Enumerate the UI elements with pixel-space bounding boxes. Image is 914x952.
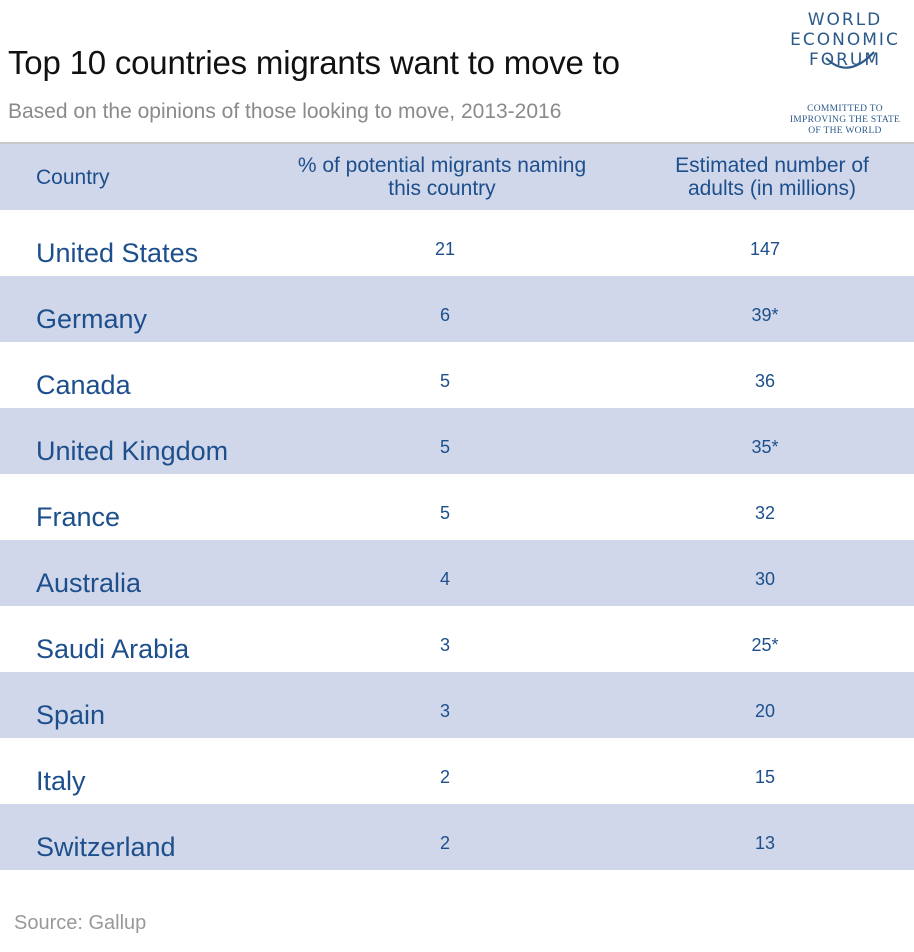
- table-row: Spain 3 20: [0, 672, 914, 738]
- chart-subtitle: Based on the opinions of those looking t…: [8, 100, 562, 123]
- col-header-pct-line-2: this country: [388, 177, 496, 200]
- header-divider: [0, 142, 914, 144]
- pct-cell: 3: [439, 635, 450, 655]
- pct-cell: 4: [439, 569, 450, 589]
- pct-cell: 3: [439, 701, 450, 721]
- table-row: Switzerland 2 13: [0, 804, 914, 870]
- country-cell: Switzerland: [36, 832, 176, 862]
- estimate-cell: 30: [754, 569, 776, 589]
- country-cell: Canada: [36, 370, 131, 400]
- table-row: Germany 6 39*: [0, 276, 914, 342]
- table-header-row: Country % of potential migrants naming t…: [0, 144, 914, 210]
- estimate-cell: 25*: [751, 635, 779, 655]
- estimate-cell: 147: [749, 239, 781, 259]
- pct-cell: 6: [439, 305, 450, 325]
- col-header-estimate-line-1: Estimated number of: [675, 154, 869, 177]
- table-row: France 5 32: [0, 474, 914, 540]
- col-header-country-text: Country: [36, 165, 110, 189]
- estimate-cell: 35*: [751, 437, 779, 457]
- country-cell: Italy: [36, 766, 86, 796]
- pct-cell: 21: [434, 239, 456, 259]
- country-cell: United States: [36, 238, 199, 268]
- chart-title: Top 10 countries migrants want to move t…: [8, 44, 620, 81]
- table-row: United Kingdom 5 35*: [0, 408, 914, 474]
- col-header-pct-line-1: % of potential migrants naming: [297, 154, 587, 177]
- col-header-country: Country: [36, 144, 110, 210]
- estimate-cell: 32: [754, 503, 776, 523]
- country-cell: Germany: [36, 304, 148, 334]
- table-row: Italy 2 15: [0, 738, 914, 804]
- pct-cell: 5: [439, 437, 450, 457]
- estimate-cell: 36: [754, 371, 776, 391]
- pct-cell: 5: [439, 503, 450, 523]
- logo-arc-icon: [825, 51, 875, 69]
- estimate-cell: 13: [754, 833, 776, 853]
- table-row: United States 21 147: [0, 210, 914, 276]
- pct-cell: 5: [439, 371, 450, 391]
- source-note: Source: Gallup: [14, 912, 147, 934]
- table-row: Saudi Arabia 3 25*: [0, 606, 914, 672]
- logo-line-1: WORLD: [807, 10, 883, 30]
- country-cell: Saudi Arabia: [36, 634, 190, 664]
- estimate-cell: 20: [754, 701, 776, 721]
- data-table: Country % of potential migrants naming t…: [0, 144, 914, 870]
- estimate-cell: 39*: [751, 305, 779, 325]
- col-header-estimate-line-2: adults (in millions): [687, 177, 857, 200]
- col-header-estimate: Estimated number of adults (in millions): [630, 144, 914, 210]
- country-cell: France: [36, 502, 121, 532]
- col-header-pct: % of potential migrants naming this coun…: [265, 144, 619, 210]
- pct-cell: 2: [439, 833, 450, 853]
- wef-logo: WORLD ECONOMIC FORUM COMMITTED TO IMPROV…: [782, 8, 908, 138]
- table-body: United States 21 147 Germany 6 39* Canada 5 36 Un…: [0, 210, 914, 870]
- logo-tagline-1: COMMITTED TO: [807, 104, 883, 114]
- logo-tagline-2: IMPROVING THE STATE: [789, 115, 901, 125]
- country-cell: Australia: [36, 568, 142, 598]
- table-row: Australia 4 30: [0, 540, 914, 606]
- estimate-cell: 15: [754, 767, 776, 787]
- logo-line-2: ECONOMIC: [790, 30, 900, 50]
- pct-cell: 2: [439, 767, 450, 787]
- logo-tagline-3: OF THE WORLD: [808, 126, 882, 136]
- table-row: Canada 5 36: [0, 342, 914, 408]
- logo-line-3: FORUM: [808, 50, 882, 70]
- country-cell: Spain: [36, 700, 106, 730]
- country-cell: United Kingdom: [36, 436, 229, 466]
